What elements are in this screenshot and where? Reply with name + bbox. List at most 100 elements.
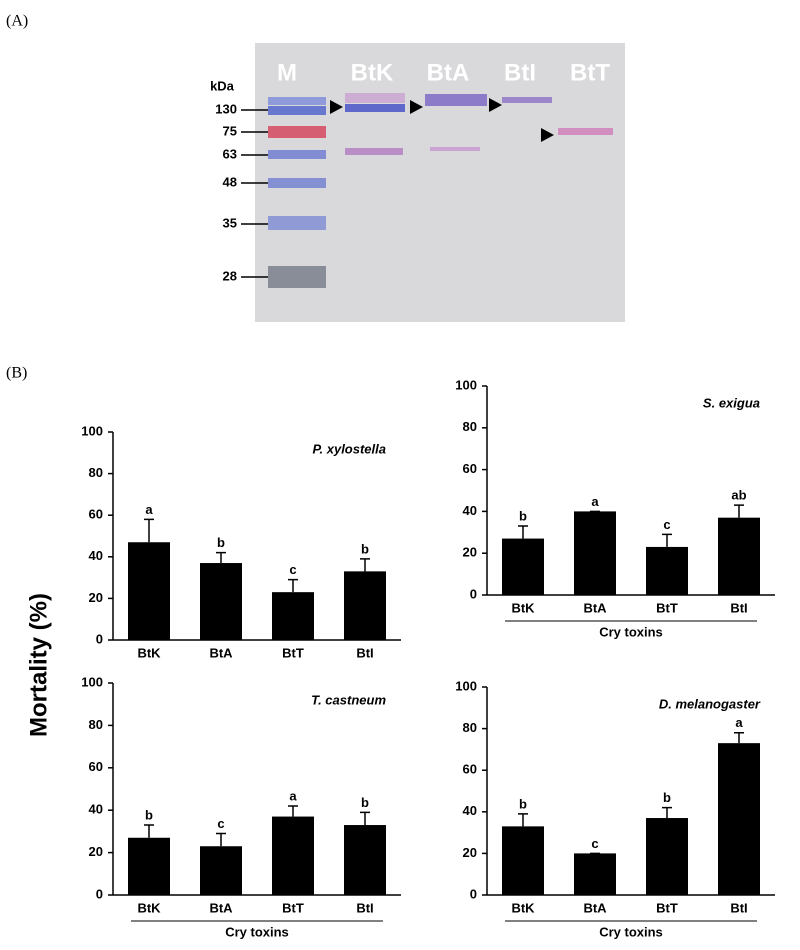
y-tick-label: 20 [89, 844, 103, 859]
x-tick-label: BtA [209, 645, 233, 660]
lane-label: BtA [427, 59, 470, 86]
y-tick-label: 0 [96, 886, 103, 901]
significance-letter: a [735, 715, 743, 730]
marker-label: 48 [223, 174, 237, 189]
gel-image [241, 43, 625, 322]
marker-label: 35 [223, 215, 237, 230]
y-tick-label: 60 [463, 461, 477, 476]
bar [200, 563, 242, 640]
bar [272, 816, 314, 895]
x-tick-label: BtK [137, 645, 161, 660]
x-tick-label: BtK [511, 600, 535, 615]
y-tick-label: 60 [89, 759, 103, 774]
bar [344, 825, 386, 895]
y-tick-label: 80 [89, 717, 103, 732]
x-tick-label: BtT [656, 900, 678, 915]
bar [200, 846, 242, 895]
x-axis-label: Cry toxins [599, 924, 663, 939]
x-axis-label: Cry toxins [225, 924, 289, 939]
x-tick-label: BtI [356, 645, 373, 660]
significance-letter: c [591, 836, 598, 851]
error-bar [518, 525, 528, 539]
panel-label: (A) [6, 13, 28, 30]
x-tick-label: BtT [282, 900, 304, 915]
y-tick-label: 40 [463, 503, 477, 518]
y-tick-label: 0 [470, 886, 477, 901]
significance-letter: a [591, 494, 599, 509]
significance-letter: a [145, 502, 153, 517]
significance-letter: ab [731, 488, 746, 503]
chart-title: S. exigua [703, 395, 760, 410]
error-bar [734, 732, 744, 744]
y-tick-label: 100 [81, 423, 103, 438]
y-tick-label: 0 [470, 586, 477, 601]
y-tick-label: 20 [463, 845, 477, 860]
error-bar [360, 811, 370, 826]
significance-letter: b [519, 796, 527, 811]
y-tick-label: 80 [463, 419, 477, 434]
significance-letter: c [663, 517, 670, 532]
x-tick-label: BtI [730, 900, 747, 915]
x-tick-label: BtI [356, 900, 373, 915]
x-tick-label: BtA [583, 600, 607, 615]
marker-label: 75 [223, 123, 237, 138]
significance-letter: b [519, 508, 527, 523]
x-tick-label: BtA [209, 900, 233, 915]
y-tick-label: 40 [89, 548, 103, 563]
significance-letter: c [289, 562, 296, 577]
bar [718, 517, 760, 595]
y-tick-label: 40 [463, 803, 477, 818]
error-bar [216, 832, 226, 847]
x-tick-label: BtA [583, 900, 607, 915]
x-tick-label: BtK [137, 900, 161, 915]
bar [128, 837, 170, 895]
y-tick-label: 100 [455, 678, 477, 693]
y-tick-label: 100 [81, 674, 103, 689]
bar [574, 853, 616, 895]
error-bar [288, 578, 298, 593]
lane-label: BtK [351, 59, 394, 86]
gel-unit: kDa [210, 78, 235, 93]
error-bar [518, 813, 528, 827]
error-bar [144, 518, 154, 543]
chart-title: T. castneum [311, 692, 386, 707]
x-tick-label: BtK [511, 900, 535, 915]
y-tick-label: 40 [89, 802, 103, 817]
error-bar [734, 504, 744, 518]
bar [502, 826, 544, 895]
y-tick-label: 60 [463, 762, 477, 777]
error-bar [360, 558, 370, 572]
y-tick-label: 100 [455, 377, 477, 392]
bar [718, 743, 760, 895]
error-bar [288, 805, 298, 817]
error-bar [662, 533, 672, 547]
y-tick-label: 80 [89, 465, 103, 480]
error-bar [662, 806, 672, 819]
x-axis-label: Cry toxins [599, 624, 663, 639]
y-tick-label: 80 [463, 720, 477, 735]
panel-label: (B) [6, 365, 27, 382]
marker-label: 28 [223, 268, 237, 283]
error-bar [144, 824, 154, 838]
bar [502, 538, 544, 595]
lane-label: BtT [570, 59, 610, 86]
y-tick-label: 20 [89, 590, 103, 605]
chart-title: D. melanogaster [659, 696, 761, 711]
bar [646, 546, 688, 595]
lane-label: BtI [504, 59, 536, 86]
marker-label: 63 [223, 146, 237, 161]
significance-letter: a [289, 788, 297, 803]
bar [646, 818, 688, 895]
significance-letter: c [217, 816, 224, 831]
significance-letter: b [145, 807, 153, 822]
bar [128, 542, 170, 640]
significance-letter: b [217, 535, 225, 550]
bar [344, 571, 386, 640]
x-tick-label: BtT [282, 645, 304, 660]
significance-letter: b [361, 795, 369, 810]
marker-label: 130 [215, 101, 237, 116]
x-tick-label: BtI [730, 600, 747, 615]
significance-letter: b [663, 790, 671, 805]
error-bar [216, 551, 226, 564]
